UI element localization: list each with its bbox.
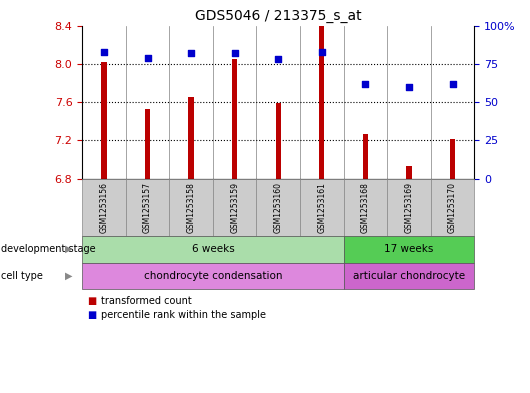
Text: GSM1253169: GSM1253169 <box>404 182 413 233</box>
Point <box>187 50 196 56</box>
Text: ■: ■ <box>87 296 96 306</box>
Bar <box>189 97 193 179</box>
Text: 17 weeks: 17 weeks <box>384 244 434 254</box>
Text: 6 weeks: 6 weeks <box>191 244 234 254</box>
Point <box>361 81 369 87</box>
Bar <box>101 62 107 179</box>
Text: development stage: development stage <box>1 244 96 254</box>
Bar <box>319 26 324 179</box>
Title: GDS5046 / 213375_s_at: GDS5046 / 213375_s_at <box>195 9 361 23</box>
Bar <box>407 166 412 179</box>
Text: articular chondrocyte: articular chondrocyte <box>353 271 465 281</box>
Text: GSM1253158: GSM1253158 <box>187 182 196 233</box>
Text: GSM1253160: GSM1253160 <box>274 182 282 233</box>
Bar <box>145 109 150 179</box>
Point <box>143 55 152 61</box>
Text: transformed count: transformed count <box>101 296 191 306</box>
Text: GSM1253170: GSM1253170 <box>448 182 457 233</box>
Text: GSM1253156: GSM1253156 <box>100 182 109 233</box>
Text: GSM1253159: GSM1253159 <box>230 182 239 233</box>
Text: GSM1253161: GSM1253161 <box>317 182 326 233</box>
Bar <box>232 59 237 179</box>
Bar <box>450 139 455 179</box>
Point <box>405 84 413 90</box>
Point <box>100 48 108 55</box>
Text: ▶: ▶ <box>65 271 73 281</box>
Bar <box>276 103 281 179</box>
Text: ▶: ▶ <box>65 244 73 254</box>
Text: GSM1253157: GSM1253157 <box>143 182 152 233</box>
Text: ■: ■ <box>87 310 96 320</box>
Text: chondrocyte condensation: chondrocyte condensation <box>144 271 282 281</box>
Text: percentile rank within the sample: percentile rank within the sample <box>101 310 266 320</box>
Text: cell type: cell type <box>1 271 43 281</box>
Point <box>448 81 457 87</box>
Bar <box>363 134 368 179</box>
Text: GSM1253168: GSM1253168 <box>361 182 370 233</box>
Point <box>274 56 282 62</box>
Point <box>231 50 239 56</box>
Point <box>317 48 326 55</box>
